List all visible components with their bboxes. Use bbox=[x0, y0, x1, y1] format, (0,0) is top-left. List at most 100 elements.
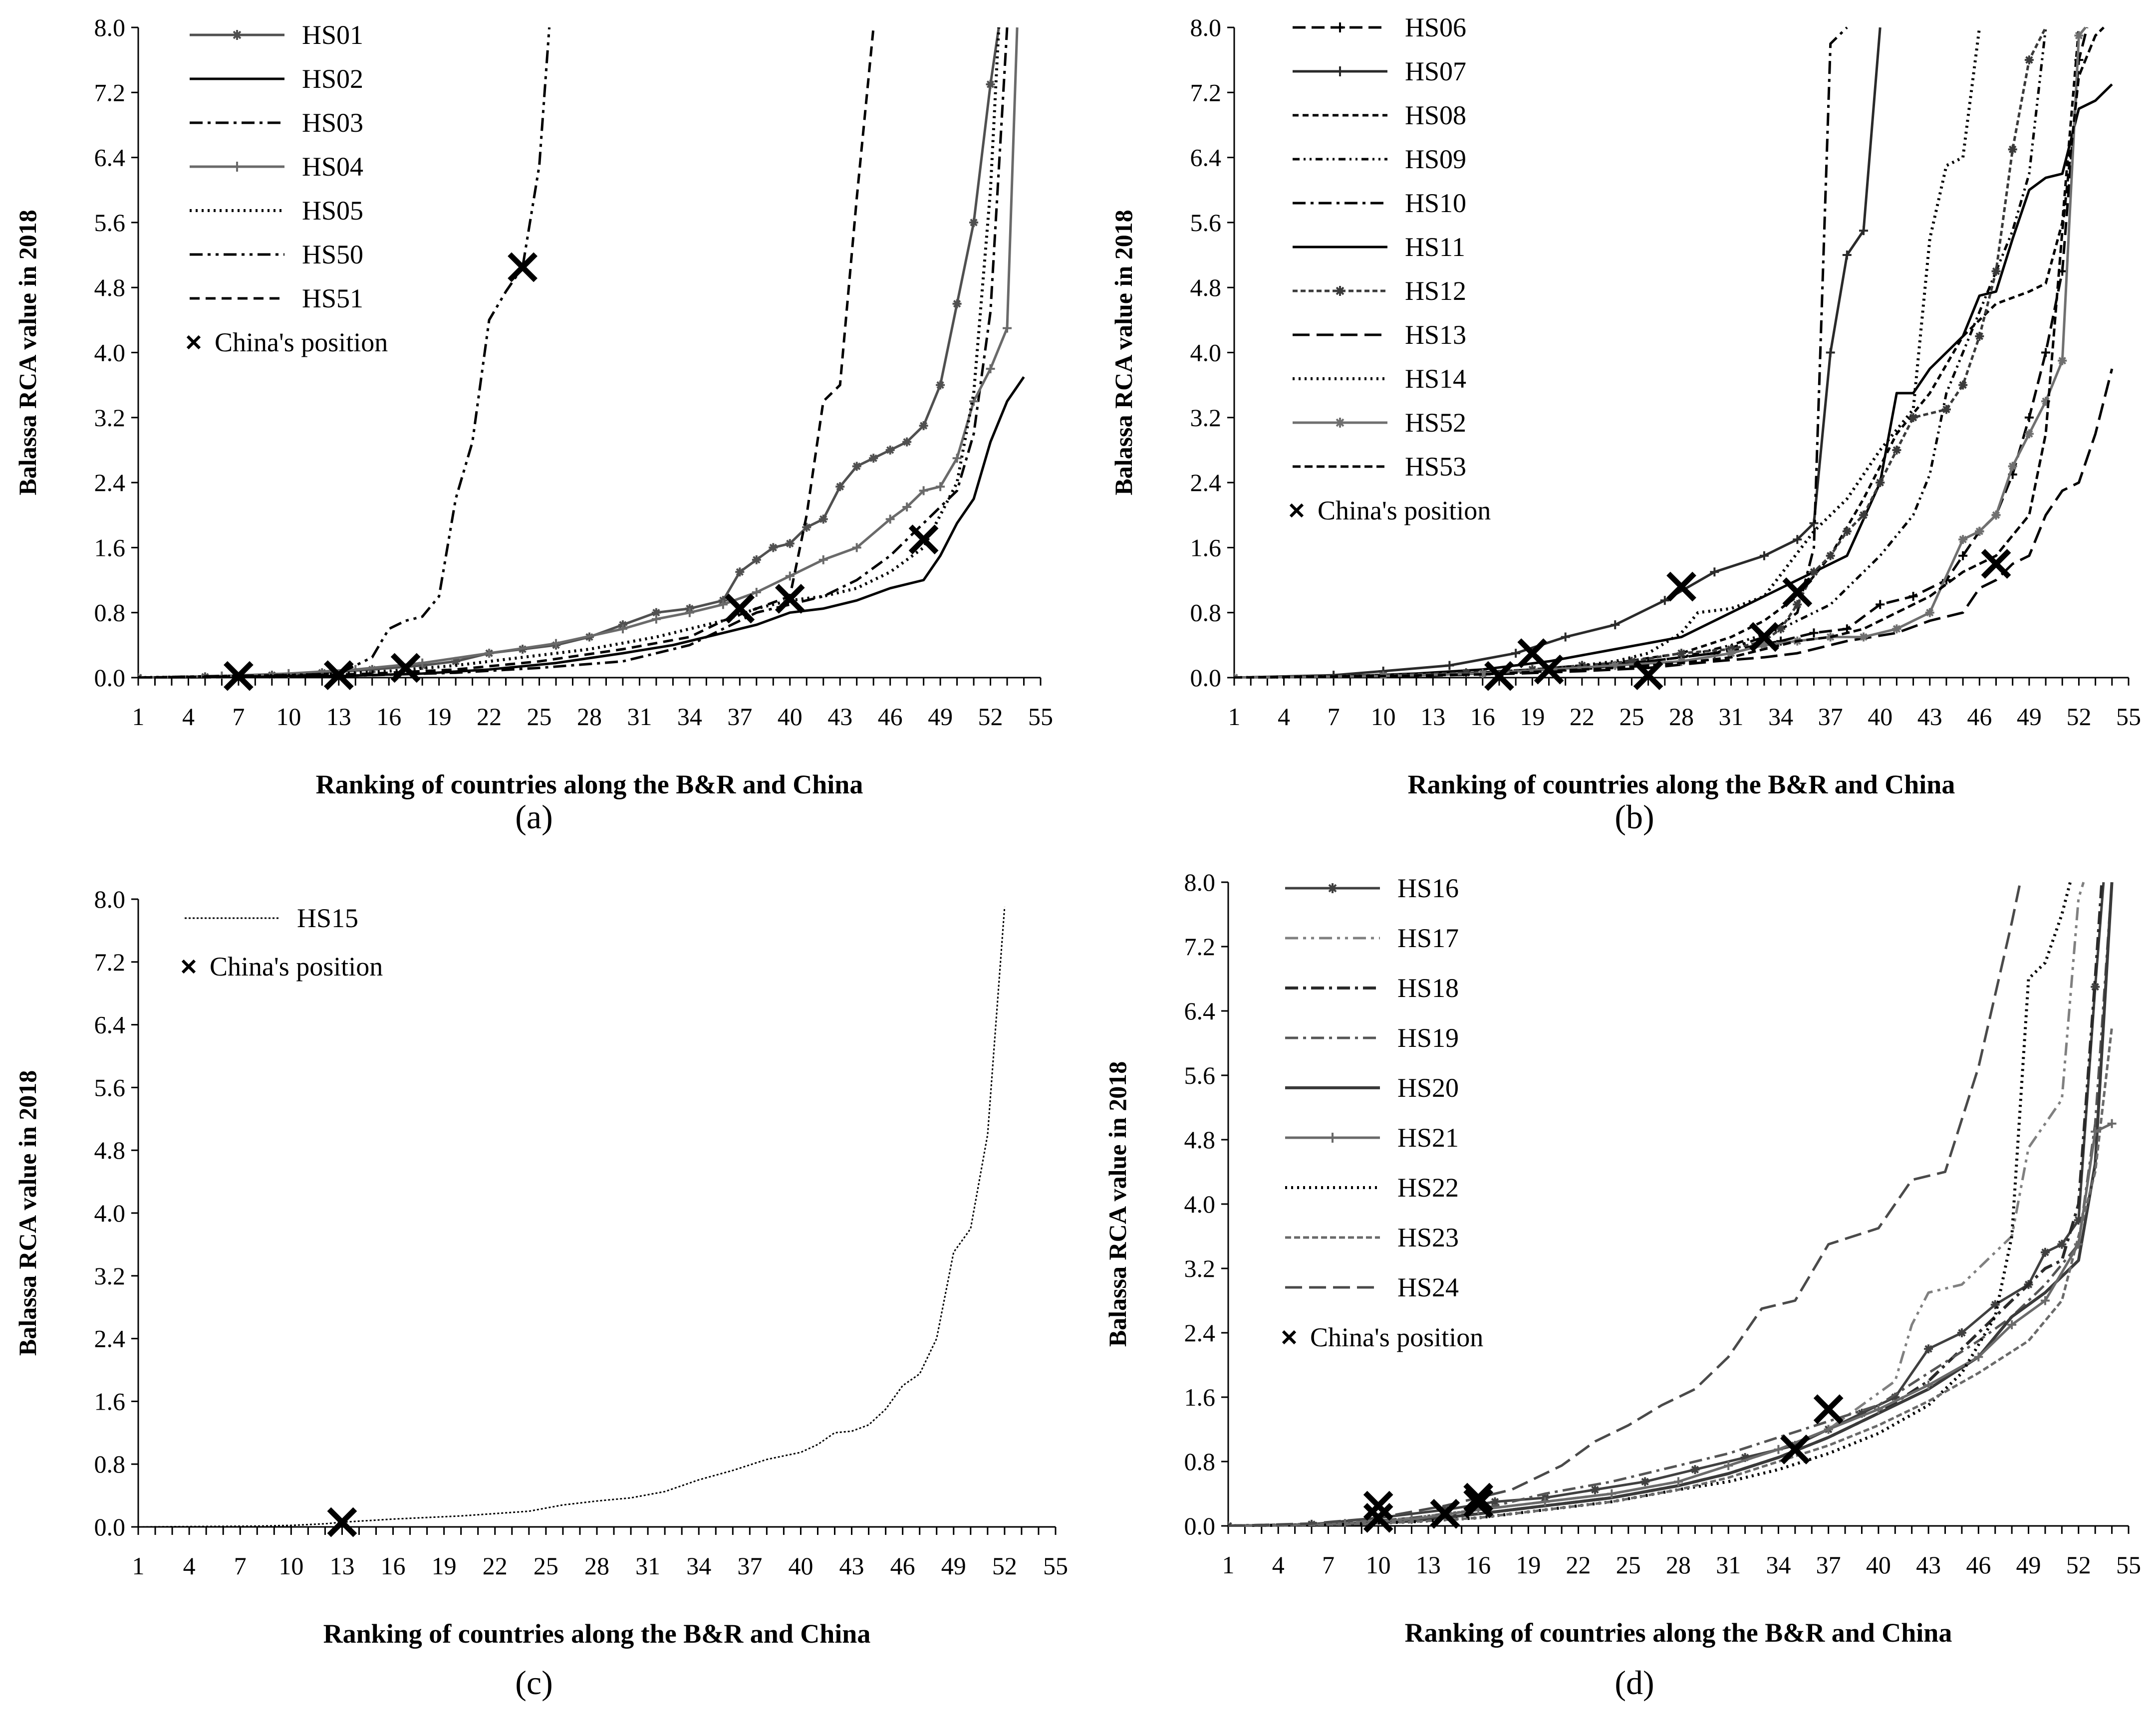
series-line-hs18 bbox=[1228, 882, 2104, 1527]
data-point bbox=[1874, 1405, 1883, 1414]
x-axis-title: Ranking of countries along the B&R and C… bbox=[316, 769, 863, 799]
data-point bbox=[1892, 624, 1901, 634]
legend-item-hs50: HS50 bbox=[190, 240, 363, 269]
x-tick-label: 19 bbox=[1516, 1551, 1541, 1579]
data-point bbox=[852, 543, 861, 552]
data-point bbox=[952, 299, 962, 308]
legend-item-hs07: HS07 bbox=[1293, 56, 1466, 86]
series-hs07 bbox=[1234, 27, 1882, 679]
data-point bbox=[2007, 1320, 2017, 1329]
data-point bbox=[1809, 628, 1819, 638]
legend-label: HS08 bbox=[1405, 100, 1466, 130]
legend: HS06 HS07 HS08 HS09 HS10 HS11 HS12 HS13 HS14 HS52… bbox=[1289, 12, 1491, 525]
y-tick-label: 2.4 bbox=[94, 1325, 126, 1353]
y-tick-label: 0.8 bbox=[94, 599, 126, 627]
series-hs50 bbox=[138, 27, 551, 679]
legend-marker bbox=[1328, 1133, 1338, 1143]
x-tick-label: 7 bbox=[1328, 703, 1340, 731]
china-position-icon bbox=[1282, 1330, 1297, 1345]
series-hs19 bbox=[1228, 882, 2114, 1527]
data-point bbox=[1826, 551, 1835, 560]
legend-label: HS10 bbox=[1405, 188, 1466, 218]
x-tick-label: 7 bbox=[232, 703, 245, 731]
series-line-hs10 bbox=[1234, 26, 1848, 679]
data-point bbox=[1842, 250, 1852, 260]
x-tick-label: 46 bbox=[878, 703, 903, 731]
china-position-marker bbox=[1463, 1488, 1494, 1518]
panel-d: 0.0 0.8 1.6 2.4 3.2 4.0 4.8 5.6 6.4 7.2 8.0 1 4 7 10 13… bbox=[1103, 868, 2141, 1702]
data-point bbox=[1774, 1445, 1783, 1454]
data-point bbox=[1726, 649, 1736, 658]
data-point bbox=[936, 380, 945, 390]
x-tick-label: 25 bbox=[527, 703, 552, 731]
plot-area bbox=[1234, 26, 2114, 679]
legend-item-hs51: HS51 bbox=[190, 283, 363, 313]
x-tick-label: 13 bbox=[1416, 1551, 1441, 1579]
x-tick-label: 4 bbox=[1272, 1551, 1285, 1579]
series-hs11 bbox=[1234, 83, 2113, 679]
series-line-hs09 bbox=[1234, 27, 2047, 679]
china-position-icon bbox=[1289, 503, 1304, 518]
legend-item-hs21: HS21 bbox=[1285, 1123, 1459, 1153]
x-tick-label: 10 bbox=[1366, 1551, 1391, 1579]
x-tick-label: 7 bbox=[1322, 1551, 1335, 1579]
x-tick-label: 16 bbox=[381, 1552, 406, 1580]
legend-label: HS52 bbox=[1405, 408, 1466, 438]
series-line-hs20 bbox=[1228, 882, 2114, 1527]
panel-label: (a) bbox=[515, 798, 552, 836]
series-line-hs13 bbox=[1234, 368, 2114, 679]
series-hs16 bbox=[1228, 882, 2105, 1527]
x-tick-label: 52 bbox=[992, 1552, 1017, 1580]
data-point bbox=[2040, 1296, 2050, 1305]
series-line-hs52 bbox=[1234, 26, 2087, 679]
x-tick-label: 22 bbox=[1566, 1551, 1591, 1579]
x-tick-label: 4 bbox=[1278, 703, 1290, 731]
y-tick-label: 6.4 bbox=[1190, 144, 1222, 172]
data-point bbox=[2024, 413, 2034, 422]
x-tick-label: 43 bbox=[1917, 703, 1942, 731]
y-axis-title: Balassa RCA value in 2018 bbox=[13, 1070, 41, 1356]
series-line-hs02 bbox=[138, 376, 1025, 679]
data-point bbox=[1690, 1465, 1700, 1475]
x-tick-label: 1 bbox=[132, 703, 145, 731]
legend: HS01 HS02 HS03 HS04 HS05 HS50 HS51 China's posi… bbox=[186, 20, 388, 357]
data-point bbox=[718, 600, 728, 609]
china-position-marker bbox=[775, 584, 805, 614]
data-point bbox=[1958, 380, 1968, 390]
x-tick-label: 16 bbox=[376, 703, 401, 731]
y-tick-label: 2.4 bbox=[1190, 469, 1222, 496]
data-point bbox=[1957, 1328, 1966, 1337]
x-tick-label: 25 bbox=[534, 1552, 558, 1580]
data-point bbox=[1924, 1344, 1933, 1354]
china-position-marker bbox=[1633, 660, 1663, 691]
x-tick-label: 28 bbox=[1669, 703, 1694, 731]
data-point bbox=[936, 482, 945, 492]
y-axis-title: Balassa RCA value in 2018 bbox=[1109, 210, 1137, 495]
y-tick-label: 1.6 bbox=[1190, 533, 1222, 561]
data-point bbox=[1842, 526, 1852, 536]
series-line-hs17 bbox=[1228, 882, 2085, 1527]
y-tick-label: 3.2 bbox=[94, 1262, 126, 1290]
panel-b: 0.0 0.8 1.6 2.4 3.2 4.0 4.8 5.6 6.4 7.2 8.0 1 4 7 10 13… bbox=[1109, 12, 2141, 836]
legend-item-hs19: HS19 bbox=[1285, 1023, 1459, 1053]
series-line-hs22 bbox=[1228, 882, 2072, 1527]
data-point bbox=[1511, 649, 1521, 658]
legend-item-hs15: HS15 bbox=[185, 903, 358, 933]
series-hs53 bbox=[1234, 26, 2105, 679]
series-hs03 bbox=[138, 27, 1009, 679]
x-tick-label: 55 bbox=[2116, 1551, 2141, 1579]
legend-label-china-position: China's position bbox=[215, 327, 388, 357]
legend-item-hs13: HS13 bbox=[1293, 320, 1466, 350]
data-point bbox=[2057, 1239, 2067, 1249]
data-point bbox=[1590, 1485, 1600, 1494]
data-point bbox=[1660, 596, 1669, 605]
legend-label: HS53 bbox=[1405, 452, 1466, 482]
data-point bbox=[1876, 478, 1885, 488]
data-point bbox=[1611, 620, 1620, 630]
legend-label: HS17 bbox=[1397, 923, 1459, 953]
y-tick-label: 5.6 bbox=[1190, 209, 1222, 237]
x-tick-label: 1 bbox=[1228, 703, 1241, 731]
y-tick-label: 0.0 bbox=[94, 664, 126, 692]
series-hs24 bbox=[1228, 882, 2022, 1527]
y-tick-label: 6.4 bbox=[94, 144, 126, 172]
